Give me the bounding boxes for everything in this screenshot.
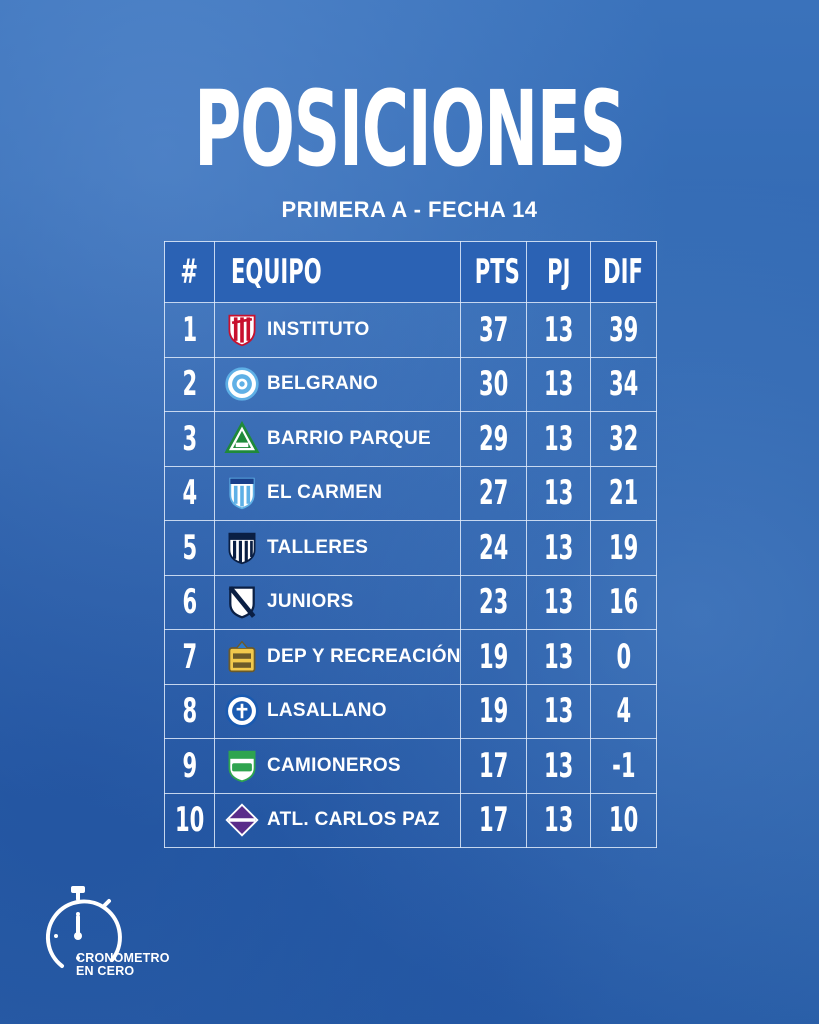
team-cell: DEP Y RECREACIÓN bbox=[214, 629, 461, 685]
team-cell: INSTITUTO bbox=[214, 302, 461, 358]
position-cell: 4 bbox=[164, 465, 215, 521]
team-cell: LASALLANO bbox=[214, 683, 461, 739]
team-cell: ATL. CARLOS PAZ bbox=[214, 792, 461, 848]
team-name: TALLERES bbox=[267, 536, 369, 558]
goal-difference-cell: 10 bbox=[590, 792, 657, 848]
position-cell: 7 bbox=[164, 629, 215, 685]
played-cell: 13 bbox=[526, 738, 591, 794]
team-cell: CAMIONEROS bbox=[214, 738, 461, 794]
table-row: 8 LASALLANO 19 13 4 bbox=[164, 683, 657, 739]
team-name: BARRIO PARQUE bbox=[267, 427, 431, 449]
points-cell: 19 bbox=[460, 683, 527, 739]
instituto-crest-icon bbox=[223, 311, 261, 349]
goal-difference-cell: 32 bbox=[590, 411, 657, 467]
played-cell: 13 bbox=[526, 629, 591, 685]
points-cell: 29 bbox=[460, 411, 527, 467]
team-name: CAMIONEROS bbox=[267, 754, 401, 776]
brand-line-1: CRONOMETRO bbox=[76, 951, 170, 965]
belgrano-crest-icon bbox=[223, 365, 261, 403]
dep-y-recreacion-crest-icon bbox=[223, 638, 261, 676]
table-row: 7 DEP Y RECREACIÓN 19 13 0 bbox=[164, 629, 657, 685]
table-row: 4 EL CARMEN 27 13 21 bbox=[164, 465, 657, 521]
table-row: 2 BELGRANO 30 13 34 bbox=[164, 356, 657, 412]
team-name: EL CARMEN bbox=[267, 482, 383, 504]
team-cell: JUNIORS bbox=[214, 574, 461, 630]
brand-line-2: EN CERO bbox=[76, 964, 135, 978]
team-cell: BARRIO PARQUE bbox=[214, 411, 461, 467]
points-cell: 17 bbox=[460, 738, 527, 794]
played-cell: 13 bbox=[526, 356, 591, 412]
team-cell: BELGRANO bbox=[214, 356, 461, 412]
points-cell: 37 bbox=[460, 302, 527, 358]
page-subtitle: PRIMERA A - FECHA 14 bbox=[281, 197, 538, 222]
team-cell: TALLERES bbox=[214, 520, 461, 576]
position-cell: 3 bbox=[164, 411, 215, 467]
played-cell: 13 bbox=[526, 465, 591, 521]
header-team: EQUIPO bbox=[214, 241, 461, 303]
team-cell: EL CARMEN bbox=[214, 465, 461, 521]
header-position: # bbox=[164, 241, 215, 303]
played-cell: 13 bbox=[526, 302, 591, 358]
page-title: POSICIONES bbox=[194, 68, 626, 190]
stopwatch-icon bbox=[45, 886, 122, 968]
goal-difference-cell: 19 bbox=[590, 520, 657, 576]
goal-difference-cell: 0 bbox=[590, 629, 657, 685]
position-cell: 5 bbox=[164, 520, 215, 576]
position-cell: 9 bbox=[164, 738, 215, 794]
table-row: 6 JUNIORS 23 13 16 bbox=[164, 574, 657, 630]
points-cell: 23 bbox=[460, 574, 527, 630]
atl-carlos-paz-crest-icon bbox=[223, 801, 261, 839]
table-row: 5 TALLERES 24 13 19 bbox=[164, 520, 657, 576]
header-played: PJ bbox=[526, 241, 591, 303]
position-cell: 10 bbox=[164, 792, 215, 848]
camioneros-crest-icon bbox=[223, 747, 261, 785]
juniors-crest-icon bbox=[223, 583, 261, 621]
team-name: LASALLANO bbox=[267, 700, 387, 722]
table-row: 3 BARRIO PARQUE 29 13 32 bbox=[164, 411, 657, 467]
brand-logo-text: CRONOMETRO EN CERO bbox=[76, 952, 170, 978]
talleres-crest-icon bbox=[223, 529, 261, 567]
team-name: DEP Y RECREACIÓN bbox=[267, 645, 461, 667]
table-row: 9 CAMIONEROS 17 13 -1 bbox=[164, 738, 657, 794]
header-goal-difference: DIF bbox=[590, 241, 657, 303]
el-carmen-crest-icon bbox=[223, 474, 261, 512]
position-cell: 1 bbox=[164, 302, 215, 358]
header-points: PTS bbox=[460, 241, 527, 303]
points-cell: 24 bbox=[460, 520, 527, 576]
goal-difference-cell: 39 bbox=[590, 302, 657, 358]
position-cell: 6 bbox=[164, 574, 215, 630]
goal-difference-cell: 4 bbox=[590, 683, 657, 739]
played-cell: 13 bbox=[526, 792, 591, 848]
points-cell: 17 bbox=[460, 792, 527, 848]
table-header-row: # EQUIPO PTS PJ DIF bbox=[164, 241, 657, 303]
standings-table: # EQUIPO PTS PJ DIF 1 INSTITUTO 37 13 39 2 BEL… bbox=[164, 241, 657, 848]
team-name: INSTITUTO bbox=[267, 318, 370, 340]
table-row: 10 ATL. CARLOS PAZ 17 13 10 bbox=[164, 792, 657, 848]
position-cell: 8 bbox=[164, 683, 215, 739]
played-cell: 13 bbox=[526, 574, 591, 630]
points-cell: 27 bbox=[460, 465, 527, 521]
played-cell: 13 bbox=[526, 683, 591, 739]
barrio-parque-crest-icon bbox=[223, 420, 261, 458]
points-cell: 19 bbox=[460, 629, 527, 685]
table-row: 1 INSTITUTO 37 13 39 bbox=[164, 302, 657, 358]
played-cell: 13 bbox=[526, 520, 591, 576]
goal-difference-cell: 21 bbox=[590, 465, 657, 521]
lasallano-crest-icon bbox=[223, 692, 261, 730]
goal-difference-cell: 34 bbox=[590, 356, 657, 412]
team-name: JUNIORS bbox=[267, 591, 354, 613]
team-name: BELGRANO bbox=[267, 373, 379, 395]
position-cell: 2 bbox=[164, 356, 215, 412]
goal-difference-cell: 16 bbox=[590, 574, 657, 630]
goal-difference-cell: -1 bbox=[590, 738, 657, 794]
team-name: ATL. CARLOS PAZ bbox=[267, 809, 440, 831]
points-cell: 30 bbox=[460, 356, 527, 412]
played-cell: 13 bbox=[526, 411, 591, 467]
